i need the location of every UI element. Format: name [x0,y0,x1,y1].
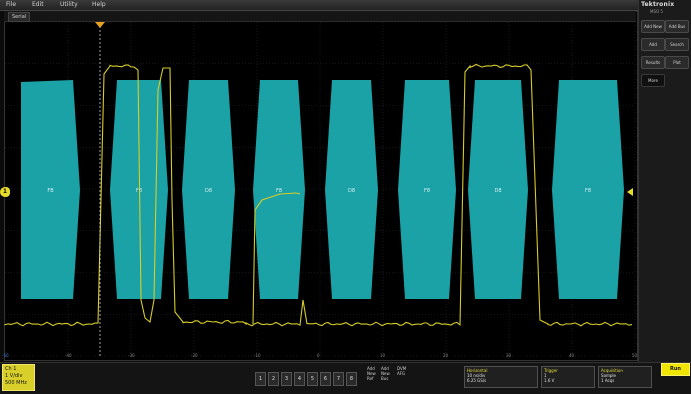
horizontal-rate: 6.25 GS/s [467,378,487,383]
time-axis-label: 0 [317,353,320,358]
add-ref-line-2: New [367,371,376,376]
dvm-label: DVM [397,366,407,371]
search-button[interactable]: Search [665,38,689,51]
channel-button-5[interactable]: 5 [307,372,318,386]
add-new-math-button[interactable]: Add New Math [641,20,665,33]
add-bus-line-1: Add [381,366,389,371]
add-bus-button[interactable]: Add Bus [665,20,689,33]
channel-button-7[interactable]: 7 [333,372,344,386]
trigger-title: Trigger [544,368,558,373]
plot-button[interactable]: Plot [665,56,689,69]
trigger-level-marker[interactable] [627,188,633,196]
time-axis-label: -30 [128,353,135,358]
time-axis-label: 50 [632,353,638,358]
dvm-afg[interactable]: DVM AFG [397,366,406,376]
time-axis-label: 10 [380,353,386,358]
add-new-bus[interactable]: Add New Bus [381,366,390,381]
ch1-scale: 1 V/div [5,373,23,379]
add-bus-line-3: Bus [381,376,389,381]
time-axis-label: 40 [569,353,575,358]
waveform-tab-bar: Serial [4,11,636,22]
horizontal-scale: 10 ns/div [467,373,486,378]
horizontal-title: Horizontal [467,368,488,373]
add-new-ref[interactable]: Add New Ref [367,366,376,381]
add-ref-line-1: Add [367,366,375,371]
model-label: MSO 5 [650,9,663,14]
add-ref-line-3: Ref [367,376,374,381]
afg-label: AFG [397,371,406,376]
acquisition-title: Acquisition [601,368,623,373]
ch1-title: Ch 1 [5,366,17,372]
channel-button-3[interactable]: 3 [281,372,292,386]
channel-button-8[interactable]: 8 [346,372,357,386]
results-table-button[interactable]: Results Table [641,56,665,69]
time-axis-label: -50 [2,353,9,358]
horizontal-settings[interactable]: Horizontal 10 ns/div 6.25 GS/s [464,366,538,388]
channel-button-1[interactable]: 1 [255,372,266,386]
acquisition-settings[interactable]: Acquisition Sample 1 Acqs [598,366,652,388]
trigger-settings[interactable]: Trigger 1 1.6 V [541,366,595,388]
tab-serial[interactable]: Serial [8,12,31,22]
time-axis-label: -40 [65,353,72,358]
channel-button-2[interactable]: 2 [268,372,279,386]
ch1-settings-badge[interactable]: Ch 1 1 V/div 500 MHz [2,364,35,391]
trigger-level: 1.6 V [544,378,555,383]
time-axis-label: 20 [443,353,449,358]
waveform-display[interactable] [4,11,638,361]
brand-logo: Tektronix [641,1,675,8]
channel-1-ground-marker[interactable]: 1 [0,187,10,197]
add-bus-line-2: New [381,371,390,376]
acquisition-mode: Sample [601,373,616,378]
menu-utility[interactable]: Utility [60,1,78,8]
menu-file[interactable]: File [6,1,17,8]
add-measure-button[interactable]: Add Measure [641,38,665,51]
time-axis-label: 30 [506,353,512,358]
ch1-bandwidth: 500 MHz [5,380,27,386]
time-axis-label: -10 [254,353,261,358]
channel-button-4[interactable]: 4 [294,372,305,386]
time-axis-label: -20 [191,353,198,358]
trigger-source: 1 [544,373,547,378]
menu-help[interactable]: Help [92,1,106,8]
run-stop-button[interactable]: Run [661,363,690,376]
menu-bar: File Edit Utility Help [0,0,691,11]
menu-edit[interactable]: Edit [32,1,44,8]
acquisition-count: 1 Acqs [601,378,615,383]
channel-1-marker-label: 1 [2,188,8,195]
more-button[interactable]: More [641,74,665,87]
channel-button-6[interactable]: 6 [320,372,331,386]
